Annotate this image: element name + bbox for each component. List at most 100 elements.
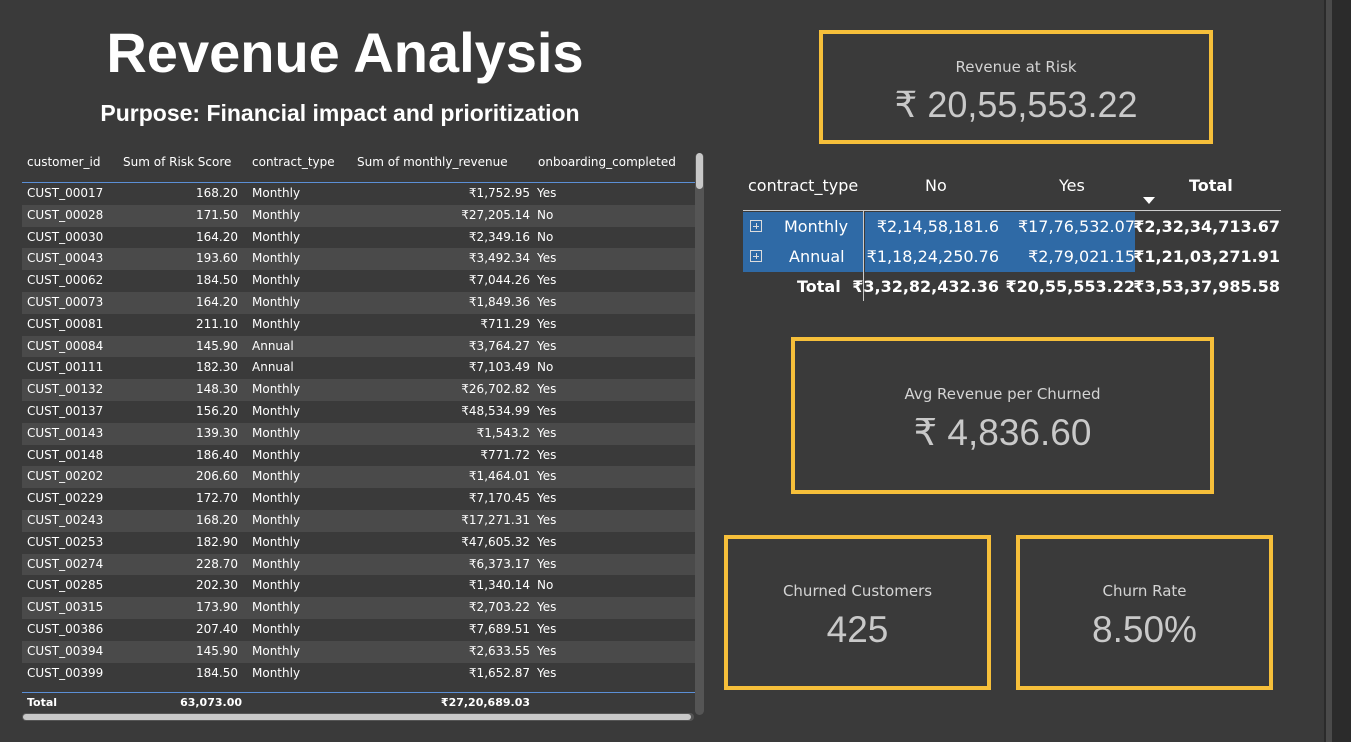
- cell-customer-id: CUST_00148: [27, 447, 104, 462]
- col-header-monthly-revenue[interactable]: Sum of monthly_revenue: [357, 155, 508, 169]
- expand-plus-icon[interactable]: [750, 220, 762, 232]
- cell-risk-score: 202.30: [196, 578, 238, 593]
- cell-monthly-revenue: ₹1,652.87: [468, 665, 530, 680]
- cell-contract-type: Monthly: [252, 294, 301, 309]
- cell-contract-type: Monthly: [252, 229, 301, 244]
- cell-contract-type: Monthly: [252, 403, 301, 418]
- table-row[interactable]: CUST_00143 139.30 Monthly ₹1,543.2 Yes: [22, 422, 696, 445]
- table-row[interactable]: CUST_00253 182.90 Monthly ₹47,605.32 Yes: [22, 532, 696, 554]
- cell-customer-id: CUST_00274: [27, 556, 104, 571]
- col-header-risk-score[interactable]: Sum of Risk Score: [123, 155, 232, 169]
- table-row[interactable]: CUST_00030 164.20 Monthly ₹2,349.16 No: [22, 227, 696, 249]
- cell-monthly-revenue: ₹7,170.45: [468, 491, 530, 506]
- col-header-onboarding[interactable]: onboarding_completed: [538, 155, 676, 169]
- cell-contract-type: Monthly: [252, 491, 301, 506]
- table-row[interactable]: CUST_00285 202.30 Monthly ₹1,340.14 No: [22, 575, 696, 597]
- matrix-cell-yes: ₹17,76,532.07: [1017, 217, 1135, 236]
- cell-risk-score: 172.70: [196, 491, 238, 506]
- table-row[interactable]: CUST_00315 173.90 Monthly ₹2,703.22 Yes: [22, 597, 696, 619]
- table-row[interactable]: CUST_00202 206.60 Monthly ₹1,464.01 Yes: [22, 466, 696, 489]
- col-header-customer-id[interactable]: customer_id: [27, 155, 101, 169]
- cell-monthly-revenue: ₹1,543.2: [476, 425, 530, 440]
- cell-monthly-revenue: ₹1,340.14: [468, 578, 530, 593]
- cell-risk-score: 171.50: [196, 207, 238, 222]
- table-row[interactable]: CUST_00084 145.90 Annual ₹3,764.27 Yes: [22, 335, 696, 358]
- table-row[interactable]: CUST_00274 228.70 Monthly ₹6,373.17 Yes: [22, 553, 696, 576]
- table-row[interactable]: CUST_00062 184.50 Monthly ₹7,044.26 Yes: [22, 270, 696, 292]
- cell-onboarding: No: [537, 360, 554, 375]
- matrix-row-annual[interactable]: Annual ₹1,18,24,250.76 ₹2,79,021.15 ₹1,2…: [743, 242, 1283, 272]
- matrix-header-yes[interactable]: Yes: [1059, 176, 1085, 195]
- matrix-row-monthly[interactable]: Monthly ₹2,14,58,181.6 ₹17,76,532.07 ₹2,…: [743, 212, 1283, 242]
- cell-monthly-revenue: ₹3,764.27: [468, 338, 530, 353]
- cell-onboarding: Yes: [537, 600, 557, 615]
- table-row[interactable]: CUST_00394 145.90 Monthly ₹2,633.55 Yes: [22, 640, 696, 663]
- table-vertical-scrollbar[interactable]: [695, 153, 704, 715]
- table-row[interactable]: CUST_00132 148.30 Monthly ₹26,702.82 Yes: [22, 379, 696, 401]
- cell-contract-type: Monthly: [252, 186, 301, 200]
- table-row[interactable]: CUST_00229 172.70 Monthly ₹7,170.45 Yes: [22, 488, 696, 510]
- cell-customer-id: CUST_00285: [27, 578, 104, 593]
- cell-contract-type: Monthly: [252, 578, 301, 593]
- cell-contract-type: Monthly: [252, 469, 301, 484]
- cell-monthly-revenue: ₹2,349.16: [468, 229, 530, 244]
- table-row[interactable]: CUST_00017 168.20 Monthly ₹1,752.95 Yes: [22, 183, 696, 205]
- cell-monthly-revenue: ₹1,849.36: [468, 294, 530, 309]
- table-horizontal-scroll-thumb[interactable]: [23, 714, 691, 720]
- cell-risk-score: 145.90: [196, 338, 238, 353]
- table-row[interactable]: CUST_00081 211.10 Monthly ₹711.29 Yes: [22, 314, 696, 336]
- cell-risk-score: 145.90: [196, 643, 238, 658]
- cell-contract-type: Monthly: [252, 621, 301, 636]
- cell-monthly-revenue: ₹27,205.14: [461, 207, 530, 222]
- churn-rate-value: 8.50%: [1092, 609, 1197, 650]
- matrix-header-no[interactable]: No: [925, 176, 947, 195]
- contract-type-matrix: contract_type No Yes Total Monthly ₹2,14…: [743, 170, 1283, 305]
- cell-onboarding: Yes: [537, 447, 557, 462]
- cell-monthly-revenue: ₹7,044.26: [468, 273, 530, 288]
- table-row[interactable]: CUST_00399 184.50 Monthly ₹1,652.87 Yes: [22, 663, 696, 685]
- table-row[interactable]: CUST_00137 156.20 Monthly ₹48,534.99 Yes: [22, 401, 696, 423]
- cell-customer-id: CUST_00028: [27, 207, 104, 222]
- table-row[interactable]: CUST_00111 182.30 Annual ₹7,103.49 No: [22, 357, 696, 379]
- matrix-total-no: ₹3,32,82,432.36: [852, 277, 999, 296]
- matrix-header-contract-type[interactable]: contract_type: [748, 176, 859, 195]
- avg-revenue-label: Avg Revenue per Churned: [904, 385, 1101, 403]
- matrix-cell-yes: ₹2,79,021.15: [1028, 247, 1135, 266]
- cell-contract-type: Monthly: [252, 643, 301, 658]
- churned-customers-card: Churned Customers 425: [724, 535, 991, 690]
- table-row[interactable]: CUST_00028 171.50 Monthly ₹27,205.14 No: [22, 204, 696, 227]
- table-row[interactable]: CUST_00386 207.40 Monthly ₹7,689.51 Yes: [22, 619, 696, 641]
- cell-onboarding: Yes: [537, 273, 557, 288]
- matrix-row-annual-label-cell: [743, 242, 863, 272]
- col-header-contract-type[interactable]: contract_type: [252, 155, 335, 169]
- cell-contract-type: Annual: [252, 360, 294, 375]
- table-vertical-scroll-thumb[interactable]: [696, 153, 703, 189]
- matrix-cell-no: ₹1,18,24,250.76: [866, 247, 999, 266]
- cell-onboarding: No: [537, 229, 554, 244]
- cell-contract-type: Monthly: [252, 207, 301, 222]
- table-total-row: Total 63,073.00 ₹27,20,689.03: [22, 692, 696, 713]
- cell-onboarding: Yes: [537, 469, 557, 484]
- table-row[interactable]: CUST_00148 186.40 Monthly ₹771.72 Yes: [22, 445, 696, 467]
- cell-onboarding: Yes: [537, 534, 557, 549]
- table-row[interactable]: CUST_00043 193.60 Monthly ₹3,492.34 Yes: [22, 248, 696, 271]
- table-row[interactable]: CUST_00243 168.20 Monthly ₹17,271.31 Yes: [22, 509, 696, 532]
- table-header: customer_id Sum of Risk Score contract_t…: [22, 150, 696, 183]
- cell-customer-id: CUST_00073: [27, 294, 104, 309]
- cell-customer-id: CUST_00043: [27, 251, 104, 266]
- matrix-row-monthly-value-cells: [865, 212, 1135, 242]
- matrix-cell-no: ₹2,14,58,181.6: [876, 217, 999, 236]
- right-edge-scrollbar[interactable]: [1326, 0, 1332, 742]
- expand-plus-icon[interactable]: [750, 250, 762, 262]
- matrix-total-yes: ₹20,55,553.22: [1005, 277, 1135, 296]
- cell-customer-id: CUST_00315: [27, 600, 104, 615]
- matrix-header-total[interactable]: Total: [1189, 176, 1233, 195]
- sort-descending-icon[interactable]: [1143, 197, 1155, 204]
- total-revenue: ₹27,20,689.03: [440, 696, 530, 709]
- table-row[interactable]: CUST_00073 164.20 Monthly ₹1,849.36 Yes: [22, 291, 696, 314]
- cell-risk-score: 156.20: [196, 403, 238, 418]
- cell-risk-score: 182.30: [196, 360, 238, 375]
- churned-customers-label: Churned Customers: [782, 582, 933, 600]
- matrix-total-row: Total ₹3,32,82,432.36 ₹20,55,553.22 ₹3,5…: [743, 272, 1283, 302]
- cell-onboarding: Yes: [537, 294, 557, 309]
